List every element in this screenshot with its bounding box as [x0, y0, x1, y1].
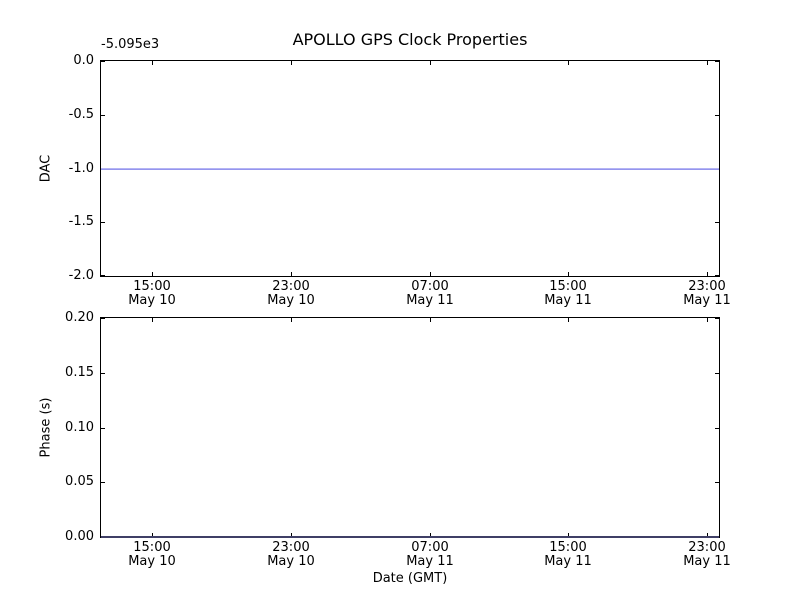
x-tick-label-line: 23:00: [688, 279, 726, 294]
tick-mark-x: [291, 533, 292, 537]
tick-mark-y: [101, 428, 105, 429]
tick-mark-x: [568, 533, 569, 537]
tick-mark-x: [568, 61, 569, 65]
x-tick-label-line: May 11: [406, 293, 454, 308]
x-tick-label-line: May 10: [128, 293, 176, 308]
tick-mark-x: [152, 272, 153, 276]
phase-subplot: 0.20 0.15 0.10 0.05 0.00 15:00 May 10 23:00 May…: [65, 310, 731, 569]
y-axis-label-phase: Phase (s): [38, 397, 54, 458]
x-tick-label: 23:00 May 11: [662, 541, 752, 569]
x-tick-label: 15:00 May 10: [107, 280, 197, 308]
x-tick-label-line: May 11: [544, 293, 592, 308]
x-tick-label: 07:00 May 11: [385, 541, 475, 569]
x-tick-label-line: 15:00: [133, 540, 171, 555]
tick-mark-x: [568, 272, 569, 276]
y-tick-label: -1.0: [68, 161, 94, 176]
y-tick-label: 0.05: [65, 474, 94, 489]
x-tick-label-line: 07:00: [411, 540, 449, 555]
y-axis-offset-text: -5.095e3: [101, 37, 160, 52]
x-axis-label: Date (GMT): [372, 571, 448, 586]
x-tick-label: 15:00 May 11: [523, 280, 613, 308]
tick-mark-y: [715, 275, 719, 276]
tick-mark-y: [101, 115, 105, 116]
x-tick-label-line: 23:00: [272, 279, 310, 294]
y-tick-label: -2.0: [68, 268, 94, 283]
x-tick-label-line: May 11: [544, 554, 592, 569]
dac-ytick-labels: 0.0 -0.5 -1.0 -1.5 -2.0: [34, 53, 94, 283]
x-tick-label: 23:00 May 10: [246, 541, 336, 569]
y-axis-label-dac: DAC: [38, 154, 54, 183]
tick-mark-y: [101, 482, 105, 483]
tick-mark-y: [715, 482, 719, 483]
tick-mark-y: [715, 318, 719, 319]
tick-mark-x: [707, 533, 708, 537]
tick-mark-x: [707, 272, 708, 276]
tick-mark-y: [101, 373, 105, 374]
x-tick-label: 07:00 May 11: [385, 280, 475, 308]
x-tick-label-line: May 10: [128, 554, 176, 569]
chart-title: APOLLO GPS Clock Properties: [292, 30, 528, 49]
tick-mark-x: [430, 61, 431, 65]
x-tick-label-line: 15:00: [549, 279, 587, 294]
x-tick-label-line: May 10: [267, 554, 315, 569]
tick-mark-y: [101, 275, 105, 276]
tick-mark-x: [707, 61, 708, 65]
x-tick-label-line: 23:00: [272, 540, 310, 555]
tick-mark-y: [101, 61, 105, 62]
tick-mark-y: [715, 222, 719, 223]
y-tick-label: 0.20: [65, 310, 94, 325]
phase-line: [101, 536, 719, 538]
y-tick-label: 0.00: [65, 529, 94, 544]
tick-mark-y: [715, 428, 719, 429]
y-tick-label: 0.10: [65, 420, 94, 435]
dac-line: [101, 168, 719, 170]
tick-mark-x: [152, 318, 153, 322]
x-tick-label-line: 23:00: [688, 540, 726, 555]
x-tick-label: 15:00 May 11: [523, 541, 613, 569]
tick-mark-x: [430, 318, 431, 322]
tick-mark-x: [291, 61, 292, 65]
x-tick-label-line: May 11: [683, 293, 731, 308]
tick-mark-x: [430, 533, 431, 537]
x-tick-label-line: May 11: [683, 554, 731, 569]
x-tick-label: 15:00 May 10: [107, 541, 197, 569]
y-tick-label: 0.15: [65, 365, 94, 380]
tick-mark-x: [430, 272, 431, 276]
tick-mark-x: [568, 318, 569, 322]
tick-mark-x: [291, 272, 292, 276]
y-tick-label: -0.5: [68, 107, 94, 122]
plot-area-dac: [100, 60, 720, 277]
x-tick-label: 23:00 May 10: [246, 280, 336, 308]
tick-mark-y: [715, 61, 719, 62]
tick-mark-y: [715, 373, 719, 374]
x-tick-label-line: 15:00: [549, 540, 587, 555]
phase-ytick-labels: 0.20 0.15 0.10 0.05 0.00: [34, 310, 94, 544]
tick-mark-x: [291, 318, 292, 322]
plot-area-phase: [100, 317, 720, 538]
x-tick-label: 23:00 May 11: [662, 280, 752, 308]
x-tick-label-line: 07:00: [411, 279, 449, 294]
x-tick-label-line: May 10: [267, 293, 315, 308]
tick-mark-x: [707, 318, 708, 322]
dac-subplot: 0.0 -0.5 -1.0 -1.5 -2.0 15:00 May 10 23:00 May …: [69, 53, 731, 308]
tick-mark-y: [101, 318, 105, 319]
x-tick-label-line: May 11: [406, 554, 454, 569]
tick-mark-x: [152, 61, 153, 65]
tick-mark-y: [101, 222, 105, 223]
tick-mark-x: [152, 533, 153, 537]
x-tick-label-line: 15:00: [133, 279, 171, 294]
y-tick-label: -1.5: [68, 214, 94, 229]
y-tick-label: 0.0: [73, 53, 94, 68]
tick-mark-y: [715, 115, 719, 116]
